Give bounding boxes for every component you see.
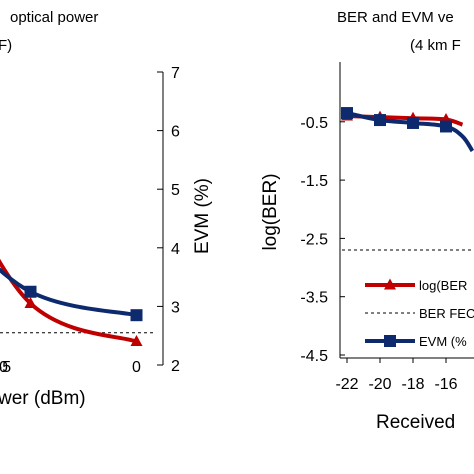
right-x-tick-label: -18 [401, 376, 424, 393]
legend-label: log(BER [419, 278, 467, 293]
left-chart-subtitle: F) [0, 37, 12, 54]
left-x-axis-label: wer (dBm) [0, 388, 86, 409]
left-data-point [130, 309, 143, 322]
right-y-axis-label: log(BER) [260, 173, 281, 250]
left-x-tick-label: 0 [132, 359, 141, 376]
left-right-y-tick-label: 7 [171, 65, 180, 82]
right-chart-title: BER and EVM ve [337, 9, 454, 26]
left-series-line [0, 258, 138, 344]
left-data-point [24, 285, 37, 298]
right-x-tick-label: -16 [434, 376, 457, 393]
legend-marker [384, 278, 396, 290]
legend-label: EVM (% [419, 334, 467, 349]
right-y-tick-label: -3.5 [300, 290, 328, 307]
right-y-tick-label: -0.5 [300, 115, 328, 132]
left-right-y-tick-label: 2 [171, 358, 180, 375]
left-x-tick-label: 0 [0, 359, 8, 376]
left-chart-title: optical power [10, 9, 98, 26]
left-right-y-tick-label: 3 [171, 299, 180, 316]
right-y-tick-label: -2.5 [300, 231, 328, 248]
right-data-point [374, 114, 386, 127]
left-right-y-tick-label: 5 [171, 182, 180, 199]
legend-label: BER FEC [419, 306, 474, 321]
left-right-y-tick-label: 6 [171, 124, 180, 141]
left-x-tick-label: -5 [0, 359, 11, 376]
right-y-tick-label: -1.5 [300, 173, 328, 190]
right-x-tick-label: -22 [335, 376, 358, 393]
right-x-tick-label: -20 [368, 376, 391, 393]
right-data-point [407, 116, 419, 129]
right-y-tick-label: -4.5 [300, 348, 328, 365]
left-right-y-axis-label: EVM (%) [192, 178, 213, 254]
right-data-point [440, 120, 452, 133]
right-data-point [341, 107, 353, 120]
right-chart-subtitle: (4 km F [410, 37, 461, 54]
left-right-y-tick-label: 4 [171, 241, 180, 258]
right-x-axis-label: Received [376, 412, 455, 433]
left-data-point [130, 335, 143, 347]
legend-marker [384, 335, 396, 347]
left-data-point [24, 296, 37, 308]
left-series-line [0, 267, 137, 318]
